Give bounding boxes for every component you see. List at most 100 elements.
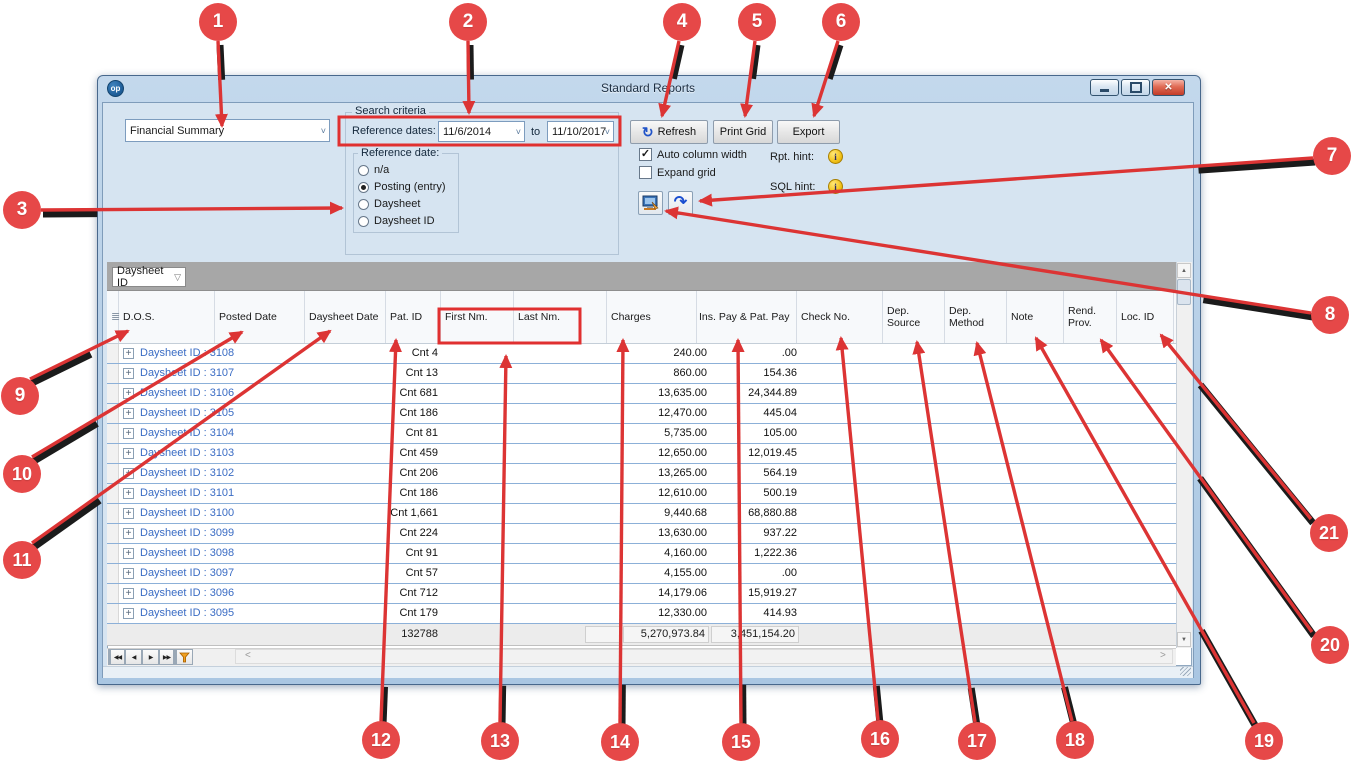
computer-export-button[interactable] [638, 191, 663, 215]
radio-option-posting-entry[interactable]: Posting (entry) [358, 181, 446, 193]
checkbox-icon[interactable] [639, 166, 652, 179]
table-row: + Daysheet ID : 3103 Cnt 459 12,650.00 12,01… [107, 444, 1176, 464]
expand-plus-icon[interactable]: + [123, 348, 134, 359]
checkbox-icon[interactable]: ✓ [639, 148, 652, 161]
daysheet-group-link[interactable]: Daysheet ID : 3102 [140, 467, 235, 479]
close-button[interactable]: ✕ [1152, 79, 1185, 96]
reference-dates-label: Reference dates: [352, 125, 436, 137]
column-header-first-nm[interactable]: First Nm. [441, 291, 514, 343]
column-header-pat-id[interactable]: Pat. ID [386, 291, 441, 343]
column-header-posted-date[interactable]: Posted Date [215, 291, 305, 343]
vertical-scrollbar[interactable] [1176, 262, 1192, 648]
payments-cell: 154.36 [763, 367, 797, 379]
expand-plus-icon[interactable]: + [123, 388, 134, 399]
daysheet-group-link[interactable]: Daysheet ID : 3100 [140, 507, 235, 519]
column-header-dep-method[interactable]: Dep. Method [945, 291, 1007, 343]
expand-plus-icon[interactable]: + [123, 568, 134, 579]
rpt-hint-info-icon[interactable]: i [828, 149, 843, 164]
sql-hint-info-icon[interactable]: i [828, 179, 843, 194]
column-header-note[interactable]: Note [1007, 291, 1064, 343]
table-row: + Daysheet ID : 3107 Cnt 13 860.00 154.36 [107, 364, 1176, 384]
radio-option-daysheet-id[interactable]: Daysheet ID [358, 215, 446, 227]
daysheet-group-link[interactable]: Daysheet ID : 3098 [140, 547, 235, 559]
daysheet-group-link[interactable]: Daysheet ID : 3105 [140, 407, 235, 419]
last-page-button[interactable]: ▶▶ [159, 649, 176, 665]
first-page-button[interactable]: ◀◀ [108, 649, 125, 665]
row-selector-icon: ≣ [111, 311, 121, 323]
daysheet-group-link[interactable]: Daysheet ID : 3107 [140, 367, 235, 379]
chevron-down-icon: ˅ [515, 126, 521, 137]
expand-plus-icon[interactable]: + [123, 448, 134, 459]
vertical-scroll-thumb[interactable] [1177, 279, 1191, 305]
expand-plus-icon[interactable]: + [123, 528, 134, 539]
expand-plus-icon[interactable]: + [123, 408, 134, 419]
reference-date-to-dropdown[interactable]: 11/10/2017 ˅ [547, 121, 614, 142]
column-header-charges[interactable]: Charges [607, 291, 697, 343]
horizontal-scrollbar[interactable] [235, 649, 1173, 664]
sql-hint-row: SQL hint: i [770, 179, 843, 194]
callout-arrow-shadow [32, 420, 99, 465]
scroll-down-icon: ▼ [1181, 636, 1187, 643]
payments-cell: 564.19 [763, 467, 797, 479]
reload-query-button[interactable]: ↷ [668, 191, 693, 215]
checkbox-auto-column-width[interactable]: ✓ Auto column width [639, 148, 747, 161]
resize-grip[interactable] [1180, 667, 1191, 676]
checkbox-expand-grid[interactable]: Expand grid [639, 166, 716, 179]
refresh-label: Refresh [657, 126, 697, 138]
column-header-loc-id[interactable]: Loc. ID [1117, 291, 1174, 343]
daysheet-group-link[interactable]: Daysheet ID : 3099 [140, 527, 235, 539]
column-header-rend-prov[interactable]: Rend. Prov. [1064, 291, 1117, 343]
daysheet-group-link[interactable]: Daysheet ID : 3103 [140, 447, 235, 459]
scroll-up-button[interactable]: ▲ [1177, 263, 1191, 278]
expand-plus-icon[interactable]: + [123, 468, 134, 479]
radio-icon[interactable] [358, 164, 369, 176]
daysheet-group-link[interactable]: Daysheet ID : 3106 [140, 387, 235, 399]
expand-plus-icon[interactable]: + [123, 588, 134, 599]
radio-option-n-a[interactable]: n/a [358, 164, 446, 176]
daysheet-group-link[interactable]: Daysheet ID : 3104 [140, 427, 235, 439]
patient-count-cell: Cnt 681 [399, 387, 438, 399]
next-page-button[interactable]: ▶ [142, 649, 159, 665]
radio-icon[interactable] [358, 181, 369, 193]
minimize-button[interactable] [1090, 79, 1119, 96]
group-by-bar[interactable] [107, 262, 1176, 291]
prev-page-button[interactable]: ◀ [125, 649, 142, 665]
refresh-icon: ↻ [641, 124, 654, 140]
column-header-ins-pay-pat-pay[interactable]: Ins. Pay & Pat. Pay [697, 291, 797, 343]
expand-plus-icon[interactable]: + [123, 488, 134, 499]
column-header-last-nm[interactable]: Last Nm. [514, 291, 607, 343]
expand-plus-icon[interactable]: + [123, 508, 134, 519]
column-header-check-no[interactable]: Check No. [797, 291, 883, 343]
column-header-d-o-s[interactable]: D.O.S. [119, 291, 215, 343]
column-header-dep-source[interactable]: Dep. Source [883, 291, 945, 343]
radio-icon[interactable] [358, 198, 369, 210]
daysheet-group-link[interactable]: Daysheet ID : 3108 [140, 347, 235, 359]
maximize-button[interactable] [1121, 79, 1150, 96]
expand-plus-icon[interactable]: + [123, 608, 134, 619]
daysheet-group-link[interactable]: Daysheet ID : 3095 [140, 607, 235, 619]
reference-date-from-dropdown[interactable]: 11/6/2014 ˅ [438, 121, 525, 142]
daysheet-group-link[interactable]: Daysheet ID : 3097 [140, 567, 235, 579]
radio-icon[interactable] [358, 215, 369, 227]
scroll-right-icon[interactable]: > [1160, 650, 1166, 661]
expand-plus-icon[interactable]: + [123, 368, 134, 379]
report-type-dropdown[interactable]: Financial Summary ˅ [125, 119, 330, 142]
pager-filter-button[interactable] [176, 649, 193, 665]
column-header-daysheet-date[interactable]: Daysheet Date [305, 291, 386, 343]
daysheet-group-link[interactable]: Daysheet ID : 3096 [140, 587, 235, 599]
titlebar[interactable]: Standard Reports [98, 76, 1198, 102]
daysheet-group-link[interactable]: Daysheet ID : 3101 [140, 487, 235, 499]
group-by-daysheet-id-button[interactable]: Daysheet ID ▽ [112, 265, 186, 289]
scroll-down-button[interactable]: ▼ [1177, 632, 1191, 647]
radio-option-daysheet[interactable]: Daysheet [358, 198, 446, 210]
refresh-button[interactable]: ↻ Refresh [630, 120, 708, 144]
export-button[interactable]: Export [777, 120, 840, 144]
status-bar [103, 666, 1193, 678]
callout-13: 13 [481, 722, 519, 760]
expand-plus-icon[interactable]: + [123, 428, 134, 439]
print-grid-button[interactable]: Print Grid [713, 120, 773, 144]
expand-plus-icon[interactable]: + [123, 548, 134, 559]
filter-dropdown-icon[interactable]: ▽ [174, 271, 181, 282]
scroll-left-icon[interactable]: < [245, 650, 251, 661]
table-row: + Daysheet ID : 3096 Cnt 712 14,179.06 15,91… [107, 584, 1176, 604]
